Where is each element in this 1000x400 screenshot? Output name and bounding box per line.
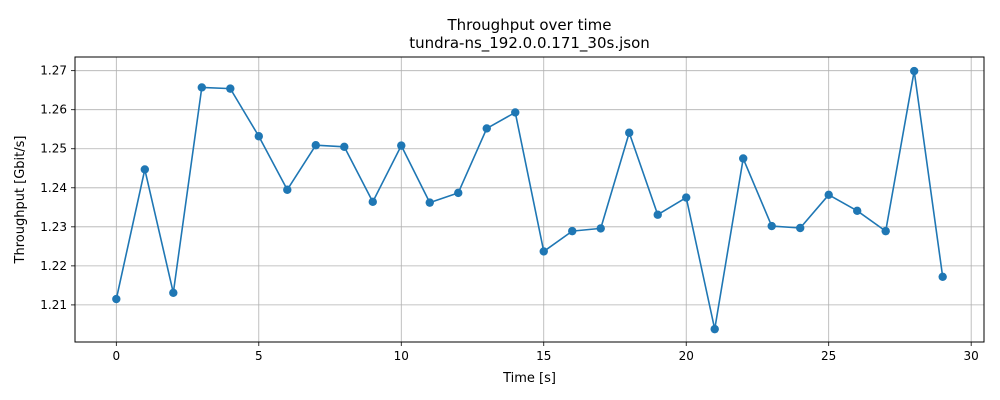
y-tick-label: 1.26 <box>40 103 67 117</box>
x-tick-label: 30 <box>964 349 979 363</box>
data-point <box>112 294 121 304</box>
data-point <box>368 197 377 207</box>
y-tick-label: 1.27 <box>40 64 67 78</box>
data-point <box>397 141 406 150</box>
chart-subtitle: tundra-ns_192.0.0.171_30s.json <box>409 34 650 53</box>
data-point <box>197 83 207 92</box>
x-tick-label: 25 <box>821 349 836 363</box>
data-point <box>482 124 491 133</box>
y-tick-label: 1.24 <box>40 181 67 195</box>
data-point <box>938 272 947 282</box>
x-tick-label: 0 <box>112 349 120 363</box>
data-point <box>539 247 548 256</box>
data-point <box>710 324 719 334</box>
data-point <box>226 84 235 93</box>
data-point <box>283 185 292 194</box>
y-tick-label: 1.22 <box>40 259 67 273</box>
data-point <box>909 66 919 76</box>
y-tick-label: 1.21 <box>40 298 67 312</box>
data-point <box>140 165 150 174</box>
data-point <box>824 190 833 200</box>
x-tick-label: 20 <box>679 349 694 363</box>
y-tick-label: 1.23 <box>40 220 67 234</box>
series-line <box>115 70 944 330</box>
data-point <box>653 210 662 219</box>
x-axis-ticks: 0 5 10 15 20 25 30 <box>112 342 979 363</box>
data-point <box>340 142 349 151</box>
data-point <box>454 188 463 198</box>
data-point <box>881 226 890 236</box>
data-point <box>511 108 520 117</box>
plot-area-frame <box>74 56 985 343</box>
data-point <box>767 221 776 231</box>
y-tick-label: 1.25 <box>40 142 67 156</box>
data-point <box>568 226 577 236</box>
data-point <box>625 128 634 137</box>
x-tick-label: 5 <box>255 349 263 363</box>
x-axis-label: Time [s] <box>502 371 556 386</box>
data-point <box>682 193 691 202</box>
grid-lines <box>75 57 984 342</box>
data-point <box>425 198 434 207</box>
data-point <box>852 206 862 216</box>
series-throughput <box>112 66 947 334</box>
y-axis-label: Throughput [Gbit/s] <box>13 136 28 265</box>
data-point <box>311 141 320 150</box>
data-point <box>169 288 178 298</box>
data-point <box>739 154 748 163</box>
chart-title: Throughput over time <box>446 16 611 34</box>
y-axis-ticks: 1.21 1.22 1.23 1.24 1.25 1.26 1.27 <box>40 64 75 312</box>
x-tick-label: 10 <box>394 349 409 363</box>
x-tick-label: 15 <box>536 349 551 363</box>
data-point <box>254 132 263 141</box>
data-point <box>596 224 605 233</box>
data-point <box>796 223 805 233</box>
